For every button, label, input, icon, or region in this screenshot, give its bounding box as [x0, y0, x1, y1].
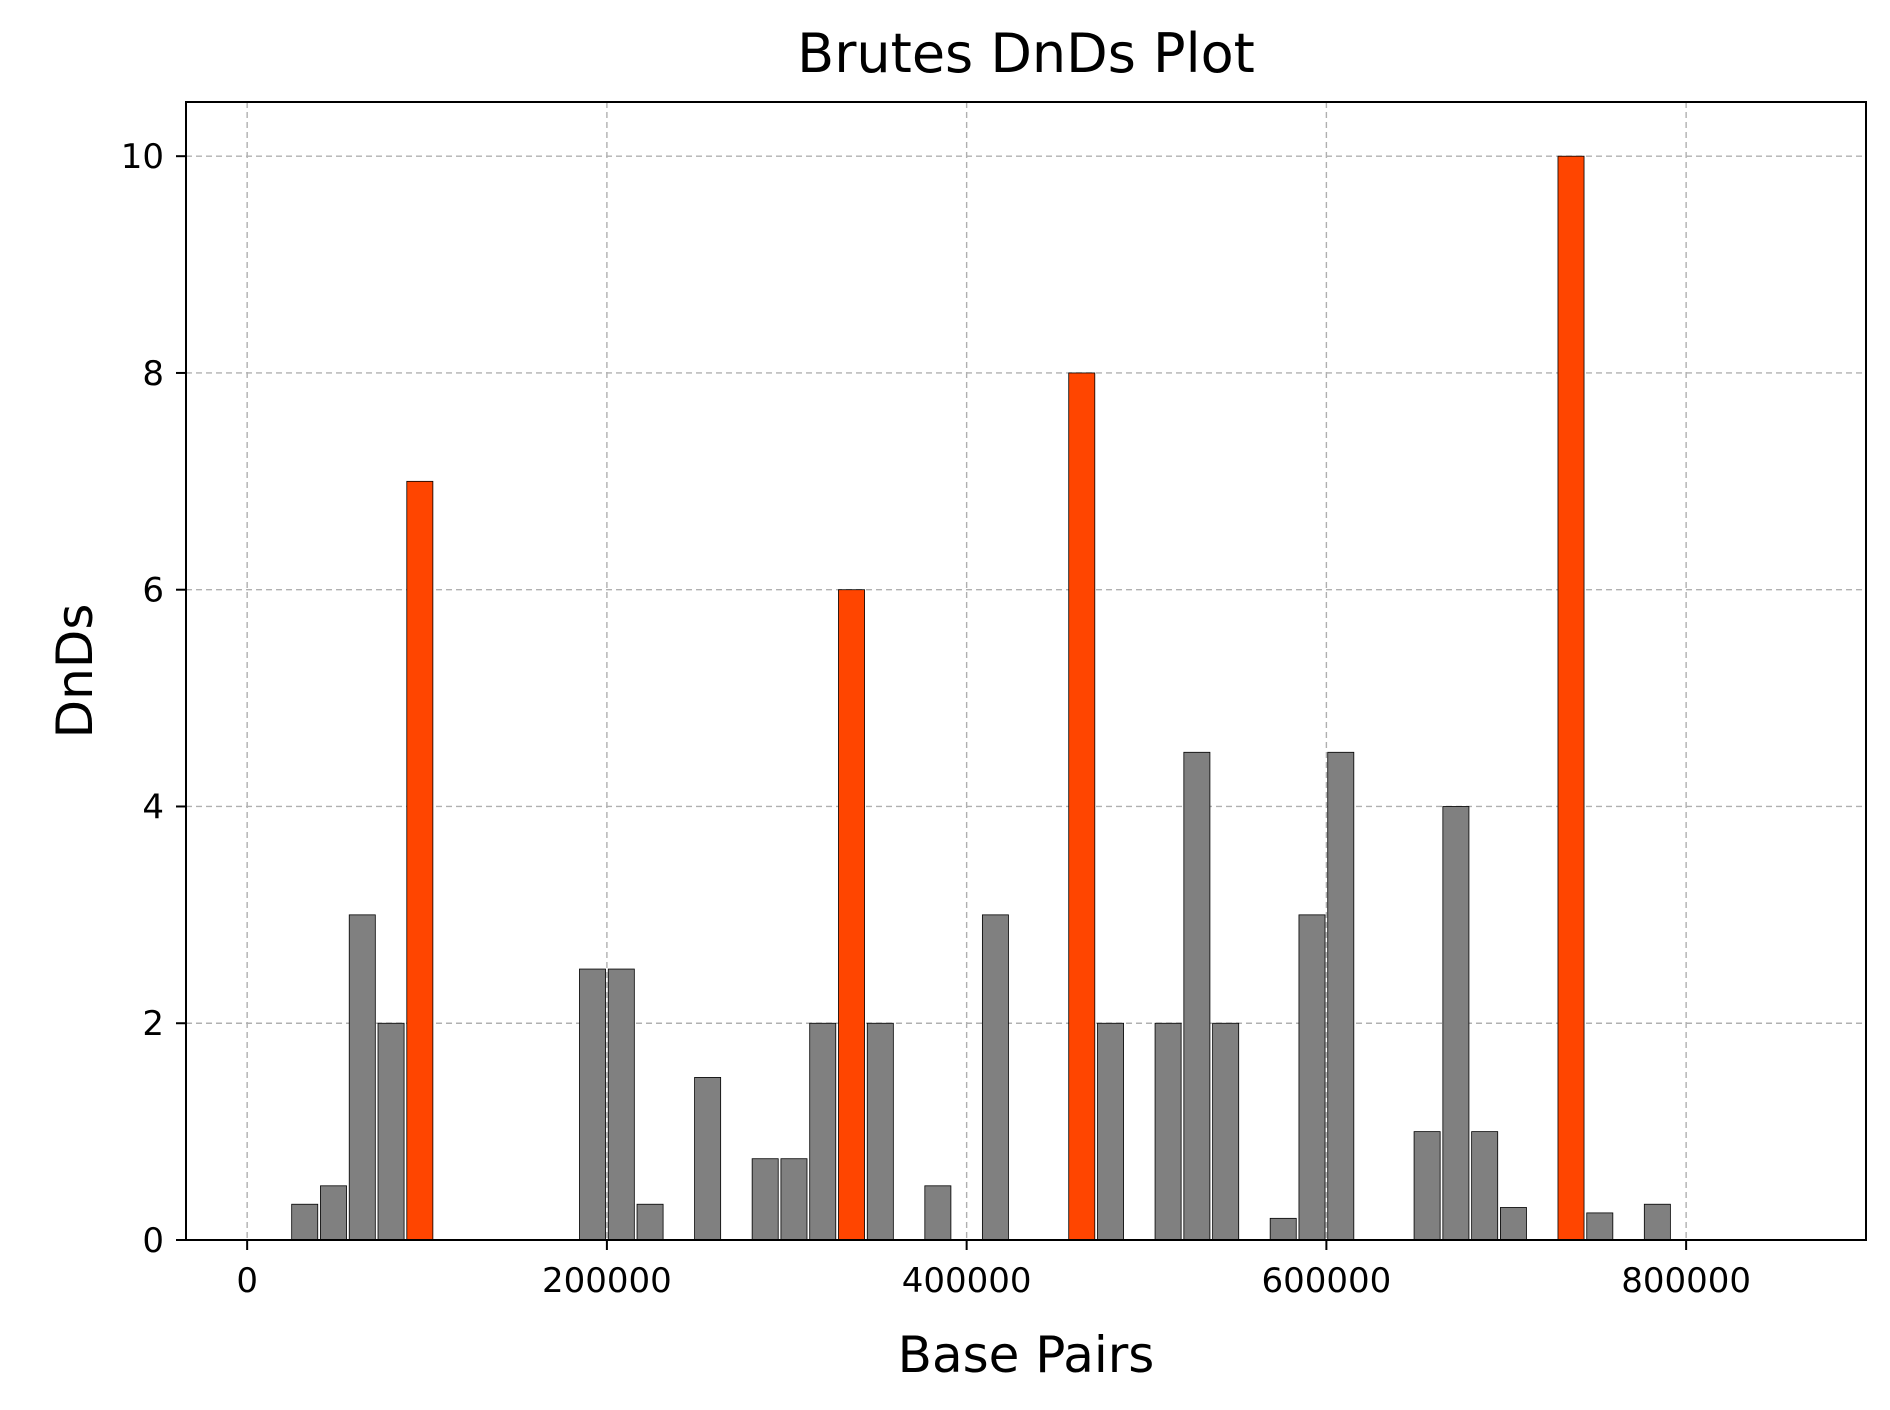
y-tick-label: 6 — [142, 571, 164, 611]
chart-title: Brutes DnDs Plot — [797, 22, 1255, 85]
bar — [1413, 1131, 1441, 1241]
bar — [1154, 1022, 1182, 1241]
bar — [1643, 1203, 1671, 1241]
x-tick-label: 200000 — [542, 1261, 672, 1301]
bar — [1269, 1217, 1297, 1241]
bar — [780, 1158, 808, 1241]
bar — [924, 1185, 952, 1241]
bar — [1586, 1212, 1614, 1241]
x-tick-label: 600000 — [1261, 1261, 1391, 1301]
bar — [348, 914, 376, 1241]
bar — [1212, 1022, 1240, 1241]
ticks-layer: 0 200000 400000 600000 800000 0 2 4 6 8 10 — [121, 137, 1751, 1301]
bar — [291, 1203, 319, 1241]
bar — [1298, 914, 1326, 1241]
x-tick-label: 800000 — [1621, 1261, 1751, 1301]
bar — [1097, 1022, 1124, 1241]
bar — [1471, 1131, 1499, 1241]
bar-highlight — [838, 589, 865, 1241]
bar-highlight — [1068, 372, 1096, 1241]
bar — [1327, 751, 1355, 1241]
y-tick-label: 0 — [142, 1221, 164, 1261]
bar — [1442, 806, 1470, 1241]
bar — [866, 1022, 894, 1241]
bar — [607, 968, 635, 1241]
bar — [694, 1077, 722, 1241]
x-tick-label: 0 — [236, 1261, 258, 1301]
y-tick-label: 4 — [142, 787, 164, 827]
bar-highlight — [1557, 155, 1585, 1241]
y-axis-label: DnDs — [46, 604, 104, 739]
plot-frame — [185, 101, 1867, 1241]
bars-layer — [291, 155, 1671, 1241]
bar — [320, 1185, 347, 1241]
y-tick-label: 8 — [142, 354, 164, 394]
bar-highlight — [406, 480, 434, 1241]
x-axis-label: Base Pairs — [898, 1326, 1155, 1384]
bar — [981, 914, 1009, 1241]
bar — [579, 968, 606, 1241]
bar — [1500, 1207, 1527, 1241]
y-tick-label: 10 — [121, 137, 164, 177]
bar — [1183, 751, 1211, 1241]
x-tick-label: 400000 — [902, 1261, 1032, 1301]
bar — [377, 1022, 405, 1241]
bar — [751, 1158, 779, 1241]
bar — [636, 1203, 664, 1241]
bar — [809, 1022, 837, 1241]
grid-layer — [186, 102, 1866, 1241]
y-tick-label: 2 — [142, 1004, 164, 1044]
